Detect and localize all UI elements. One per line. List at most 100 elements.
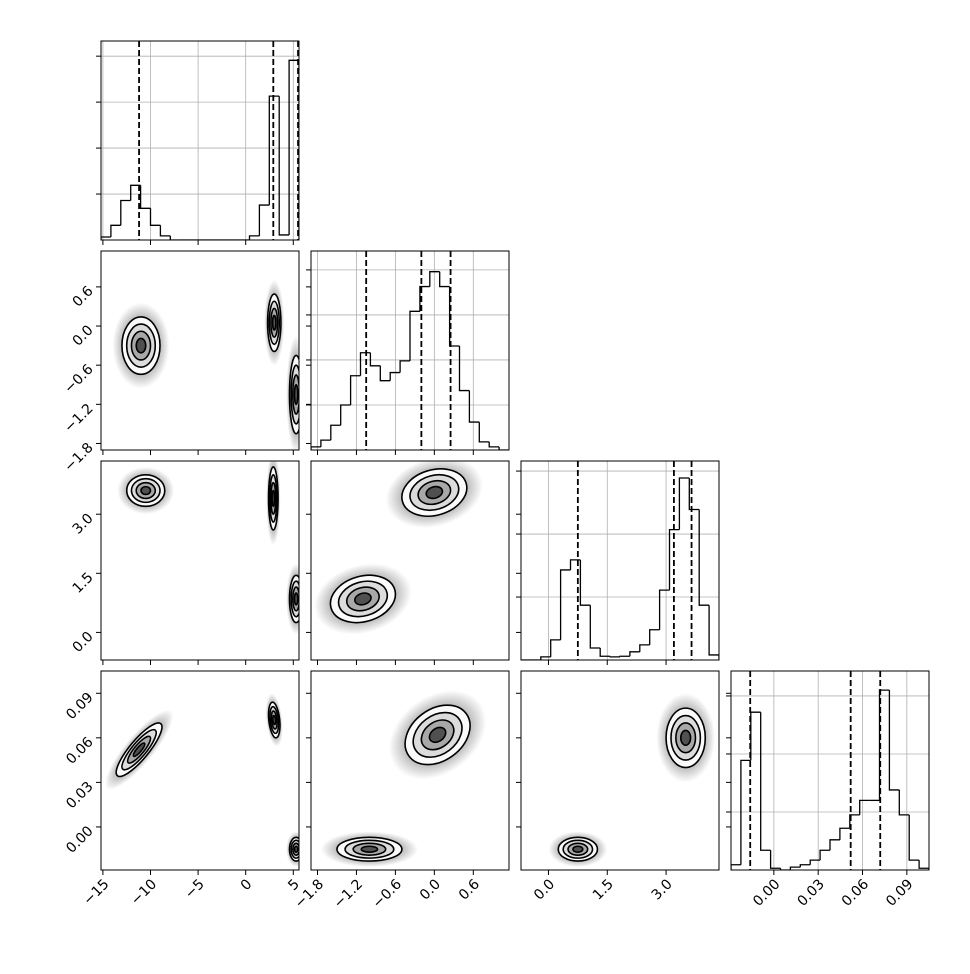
histogram-bin bbox=[320, 439, 331, 447]
contour bbox=[135, 337, 147, 354]
histogram-panel bbox=[101, 41, 299, 240]
contour bbox=[140, 485, 152, 496]
density-panel bbox=[548, 693, 716, 868]
contour bbox=[293, 845, 299, 853]
panel-frame bbox=[100, 250, 300, 451]
x-tick-label: 3.0 bbox=[649, 876, 676, 903]
histogram-bin bbox=[769, 850, 781, 869]
histogram-bin bbox=[340, 404, 351, 426]
panel-frame bbox=[730, 670, 930, 871]
contour bbox=[271, 314, 277, 331]
contour bbox=[354, 592, 372, 606]
y-tick-label: −1.2 bbox=[61, 401, 96, 436]
y-tick-label: −1.8 bbox=[61, 440, 96, 475]
x-tick-label: 0.00 bbox=[750, 876, 783, 909]
histogram-bin bbox=[888, 690, 900, 791]
x-tick-label: 0.06 bbox=[839, 876, 872, 909]
histogram-bin bbox=[139, 185, 151, 209]
x-tick-label: 0 bbox=[238, 876, 256, 894]
histogram-bin bbox=[708, 605, 719, 660]
x-tick-label: 1.5 bbox=[590, 876, 617, 903]
histogram-bin bbox=[750, 711, 761, 761]
histogram-bin bbox=[619, 655, 630, 657]
contour bbox=[572, 845, 584, 853]
histogram-bin bbox=[409, 310, 420, 361]
histogram-bin bbox=[498, 446, 509, 450]
histogram-bin bbox=[799, 864, 811, 868]
y-tick-label: 0.03 bbox=[63, 779, 96, 812]
histogram-bin bbox=[688, 478, 700, 511]
histogram-bin bbox=[629, 651, 640, 657]
x-tick-label: −15 bbox=[80, 876, 112, 908]
contour bbox=[272, 714, 277, 726]
density-panel bbox=[314, 461, 484, 635]
x-tick-label: 0.6 bbox=[456, 876, 483, 903]
histogram-bin bbox=[488, 441, 500, 448]
histogram-bin bbox=[668, 528, 680, 591]
histogram-bin bbox=[268, 95, 280, 206]
density-panel bbox=[112, 279, 299, 450]
histogram-bin bbox=[609, 656, 620, 658]
contour bbox=[428, 726, 447, 744]
panel-frame bbox=[310, 670, 510, 871]
histogram-bin bbox=[589, 605, 601, 649]
histogram-bin bbox=[359, 352, 371, 376]
histogram-bin bbox=[439, 271, 450, 288]
panel-frame bbox=[520, 460, 720, 661]
histogram-bin bbox=[898, 789, 910, 816]
histogram-bin bbox=[159, 225, 171, 237]
x-tick-label: 0.0 bbox=[417, 876, 444, 903]
panel-frame bbox=[100, 460, 300, 661]
histogram-bin bbox=[258, 204, 270, 236]
histogram-bin bbox=[849, 814, 860, 829]
panel-frame bbox=[310, 250, 510, 451]
histogram-bin bbox=[149, 208, 161, 226]
contour bbox=[293, 383, 299, 406]
x-tick-label: 0.09 bbox=[883, 876, 916, 909]
y-tick-label: 0.0 bbox=[70, 629, 97, 656]
x-tick-label: −5 bbox=[182, 876, 208, 902]
histogram-bin bbox=[599, 648, 611, 657]
contour bbox=[271, 489, 276, 508]
histogram-bin bbox=[399, 360, 410, 373]
histogram-bin bbox=[330, 424, 341, 441]
histogram-bin bbox=[429, 271, 440, 287]
y-tick-label: 1.5 bbox=[70, 570, 97, 597]
y-tick-label: 0.09 bbox=[63, 690, 96, 723]
histogram-bin bbox=[169, 235, 181, 240]
y-tick-label: −0.6 bbox=[61, 361, 96, 396]
histogram-bin bbox=[468, 390, 480, 423]
density-panel bbox=[117, 461, 299, 635]
panel-frame bbox=[310, 460, 510, 661]
histogram-panel bbox=[521, 461, 719, 660]
histogram-bin bbox=[789, 866, 801, 870]
histogram-panel bbox=[731, 671, 929, 870]
histogram-bin bbox=[649, 629, 660, 645]
histogram-bin bbox=[311, 446, 321, 450]
panel-frame bbox=[520, 670, 720, 871]
histogram-bin bbox=[698, 509, 710, 606]
histogram-bin bbox=[458, 345, 470, 392]
histogram-bin bbox=[839, 827, 850, 840]
histogram-bin bbox=[349, 375, 361, 405]
histogram-panel bbox=[311, 251, 509, 450]
histogram-bin bbox=[110, 224, 121, 238]
histogram-bin bbox=[559, 569, 571, 640]
panel-frame bbox=[100, 40, 300, 241]
y-tick-label: 0.6 bbox=[70, 283, 97, 310]
histogram-bin bbox=[678, 477, 690, 530]
panel-frame bbox=[100, 670, 300, 871]
x-tick-label: 0.03 bbox=[794, 876, 827, 909]
contour bbox=[360, 845, 379, 853]
x-tick-label: −10 bbox=[128, 876, 160, 908]
histogram-bin bbox=[369, 352, 381, 367]
histogram-bin bbox=[278, 96, 290, 236]
y-tick-label: 0.00 bbox=[63, 823, 96, 856]
histogram-bin bbox=[550, 639, 561, 657]
histogram-bin bbox=[478, 422, 490, 443]
y-tick-label: 3.0 bbox=[70, 511, 97, 538]
contour bbox=[132, 742, 146, 758]
histogram-bin bbox=[579, 559, 591, 606]
histogram-bin bbox=[379, 365, 391, 382]
